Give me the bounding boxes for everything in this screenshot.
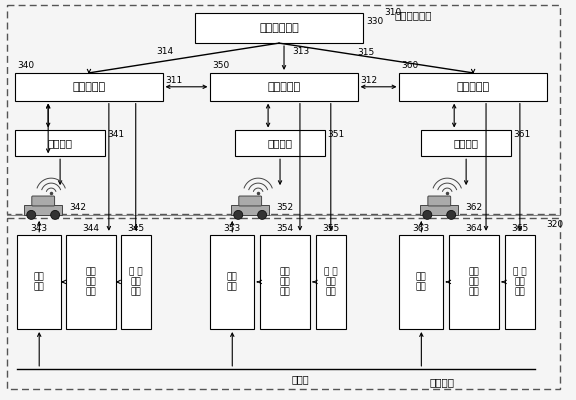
Text: 310: 310 [385, 8, 402, 17]
Text: 360: 360 [401, 62, 419, 70]
Text: 供电网控制器: 供电网控制器 [259, 23, 299, 33]
Text: 361: 361 [513, 130, 530, 139]
Bar [210, 73, 358, 101]
Bar [16, 73, 162, 101]
Bar [449, 235, 499, 329]
Text: 340: 340 [17, 62, 35, 70]
Text: 传感装置: 传感装置 [267, 138, 293, 148]
Text: 供电控制子网: 供电控制子网 [395, 10, 432, 20]
Circle shape [423, 210, 432, 219]
Text: 352: 352 [276, 204, 293, 212]
Bar [235, 130, 325, 156]
FancyBboxPatch shape [32, 196, 55, 206]
Text: 传感装置: 传感装置 [454, 138, 479, 148]
Circle shape [447, 210, 456, 219]
Circle shape [26, 210, 36, 219]
Text: 路 段
变电
单元: 路 段 变电 单元 [513, 267, 526, 297]
Bar [420, 205, 458, 215]
Text: 351: 351 [327, 130, 344, 139]
Text: 313: 313 [292, 46, 309, 56]
Bar [316, 235, 346, 329]
Text: 输电线: 输电线 [291, 374, 309, 384]
Text: 363: 363 [413, 224, 430, 233]
Bar [7, 5, 560, 214]
Bar [422, 130, 511, 156]
Text: 路段控制器: 路段控制器 [267, 82, 301, 92]
Bar [400, 73, 547, 101]
Text: 312: 312 [361, 76, 378, 85]
Text: 364: 364 [465, 224, 483, 233]
Text: 341: 341 [107, 130, 124, 139]
Text: 354: 354 [276, 224, 294, 233]
Text: 馈电
监控
单元: 馈电 监控 单元 [86, 267, 96, 297]
Text: 343: 343 [31, 224, 48, 233]
Text: 路 段
变电
单元: 路 段 变电 单元 [129, 267, 142, 297]
Bar [24, 205, 62, 215]
Text: 供电子网: 供电子网 [429, 377, 454, 387]
Text: 馈电
单元: 馈电 单元 [34, 272, 44, 292]
Text: 315: 315 [358, 48, 375, 57]
Bar [232, 205, 269, 215]
Text: 342: 342 [69, 204, 86, 212]
Bar [400, 235, 444, 329]
Text: 365: 365 [511, 224, 529, 233]
Bar [16, 130, 105, 156]
Text: 362: 362 [465, 204, 482, 212]
Bar [7, 218, 560, 389]
Bar [66, 235, 116, 329]
Text: 馈电
监控
单元: 馈电 监控 单元 [469, 267, 479, 297]
Text: 311: 311 [165, 76, 183, 85]
Circle shape [51, 210, 59, 219]
Text: 353: 353 [223, 224, 241, 233]
Circle shape [234, 210, 242, 219]
Bar [17, 235, 61, 329]
Text: 344: 344 [82, 224, 100, 233]
Text: 350: 350 [213, 62, 230, 70]
Circle shape [257, 210, 267, 219]
Text: 馈电
监控
单元: 馈电 监控 单元 [279, 267, 290, 297]
Text: 馈电
单元: 馈电 单元 [416, 272, 427, 292]
Text: 传感装置: 传感装置 [48, 138, 73, 148]
Text: 馈电
单元: 馈电 单元 [227, 272, 238, 292]
Text: 320: 320 [547, 220, 564, 229]
Text: 路 段
变电
单元: 路 段 变电 单元 [324, 267, 338, 297]
Text: 路段控制器: 路段控制器 [457, 82, 490, 92]
Text: 330: 330 [366, 17, 384, 26]
Text: 355: 355 [322, 224, 339, 233]
Bar [210, 235, 254, 329]
Bar [260, 235, 310, 329]
FancyBboxPatch shape [239, 196, 262, 206]
Bar [505, 235, 535, 329]
Bar [195, 13, 363, 43]
FancyBboxPatch shape [428, 196, 450, 206]
Bar [121, 235, 151, 329]
Text: 路段控制器: 路段控制器 [73, 82, 105, 92]
Text: 345: 345 [127, 224, 145, 233]
Text: 314: 314 [157, 46, 173, 56]
